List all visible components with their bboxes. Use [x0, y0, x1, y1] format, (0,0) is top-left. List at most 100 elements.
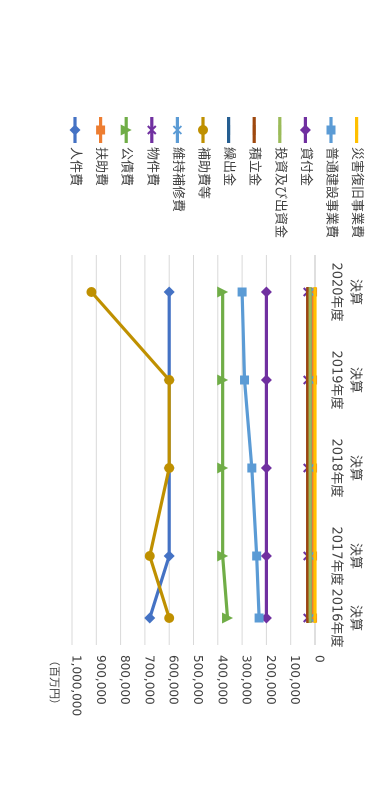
legend-marker — [326, 125, 336, 135]
data-point — [237, 287, 247, 297]
legend: 人件費 扶助費 公債費 物件費 維持補修費 補助費等 繰出金 積立金 投資及び出資金 貸付金 普通建… — [68, 117, 365, 238]
legend-marker — [278, 125, 282, 135]
legend-label: 貸付金 — [298, 147, 314, 186]
x-tick-label: 2016年度 — [329, 588, 345, 647]
series-11 — [237, 287, 264, 623]
data-point — [313, 551, 317, 561]
data-point — [254, 613, 264, 623]
data-point — [86, 287, 97, 297]
x-tick-label: 2019年度 — [329, 350, 345, 409]
y-tick-label: 1,000,000 — [70, 655, 84, 716]
x-tick-label: 2017年度 — [329, 526, 345, 585]
legend-label: 扶助費 — [93, 147, 108, 186]
legend-label: 普通建設事業費 — [324, 147, 340, 238]
legend-label: 積立金 — [247, 147, 263, 186]
data-point — [308, 375, 318, 385]
legend-marker — [69, 124, 81, 136]
series-3 — [217, 286, 234, 624]
legend-entry: 補助費等 — [196, 117, 212, 199]
data-point — [308, 375, 312, 385]
data-point — [306, 463, 310, 473]
data-point — [144, 551, 155, 561]
legend-label: 災害復旧事業費 — [349, 147, 365, 238]
y-tick-label: 700,000 — [142, 655, 156, 705]
data-point — [313, 287, 317, 297]
data-point — [308, 463, 318, 473]
x-tick-label-sub: 決算 — [348, 455, 363, 481]
legend-marker — [172, 125, 183, 135]
data-point — [144, 612, 156, 624]
legend-label: 投資及び出資金 — [272, 147, 288, 238]
y-tick-label: 200,000 — [264, 655, 278, 705]
data-point — [313, 375, 317, 385]
data-point — [260, 374, 272, 386]
data-point — [260, 550, 272, 562]
data-point — [163, 286, 175, 298]
legend-marker — [227, 125, 231, 135]
x-tick-label: 2020年度 — [329, 262, 345, 321]
data-point — [308, 613, 312, 623]
y-tick-label: 500,000 — [191, 655, 205, 705]
data-point — [308, 613, 318, 623]
data-point — [313, 463, 317, 473]
legend-entry: 扶助費 — [93, 117, 108, 186]
data-point — [306, 287, 310, 297]
series-group — [86, 286, 318, 624]
series-9 — [308, 287, 312, 623]
legend-entry: 維持補修費 — [170, 117, 185, 212]
y-tick-label: 300,000 — [240, 655, 254, 705]
data-point — [222, 612, 234, 624]
data-point — [164, 613, 175, 623]
y-tick-label: 900,000 — [94, 655, 108, 705]
legend-marker — [198, 125, 208, 135]
x-tick-label-sub: 決算 — [348, 279, 363, 305]
data-point — [313, 613, 317, 623]
y-tick-label: 800,000 — [118, 655, 132, 705]
legend-label: 公債費 — [119, 147, 134, 186]
series-8 — [306, 287, 310, 623]
legend-entry: 公債費 — [119, 117, 134, 186]
y-tick-label: 100,000 — [288, 655, 302, 705]
data-point — [306, 375, 310, 385]
legend-entry: 貸付金 — [298, 117, 314, 186]
legend-entry: 災害復旧事業費 — [349, 117, 365, 238]
data-point — [308, 463, 312, 473]
legend-entry: 繰出金 — [221, 117, 237, 186]
legend-marker — [355, 125, 359, 135]
data-point — [306, 551, 310, 561]
legend-marker — [120, 124, 132, 136]
data-point — [308, 287, 312, 297]
legend-entry: 投資及び出資金 — [272, 117, 288, 238]
legend-label: 補助費等 — [196, 147, 212, 199]
x-tick-label: 2018年度 — [329, 438, 345, 497]
data-point — [217, 550, 229, 562]
data-point — [217, 462, 229, 474]
x-tick-label-sub: 決算 — [348, 543, 363, 569]
legend-entry: 物件費 — [144, 117, 159, 186]
data-point — [217, 286, 229, 298]
y-tick-label: 600,000 — [167, 655, 181, 705]
data-point — [260, 612, 272, 624]
y-tick-label: 0 — [313, 655, 327, 663]
data-point — [217, 374, 229, 386]
data-point — [252, 551, 262, 561]
x-tick-label-sub: 決算 — [348, 367, 363, 393]
series-2 — [308, 287, 318, 623]
data-point — [308, 287, 318, 297]
legend-label: 繰出金 — [221, 147, 237, 186]
data-point — [163, 550, 175, 562]
series-12 — [313, 287, 317, 623]
legend-label: 人件費 — [68, 147, 83, 186]
legend-entry: 積立金 — [247, 117, 263, 186]
data-point — [247, 463, 257, 473]
data-point — [240, 375, 250, 385]
legend-marker — [96, 125, 106, 135]
value-axis: 0 100,000 200,000 300,000 400,000 500,000 600,… — [48, 655, 327, 716]
legend-label: 物件費 — [144, 147, 159, 186]
data-point — [164, 463, 175, 473]
y-tick-label: 400,000 — [215, 655, 229, 705]
data-point — [260, 286, 272, 298]
data-point — [164, 375, 175, 385]
series-6 — [86, 287, 175, 623]
